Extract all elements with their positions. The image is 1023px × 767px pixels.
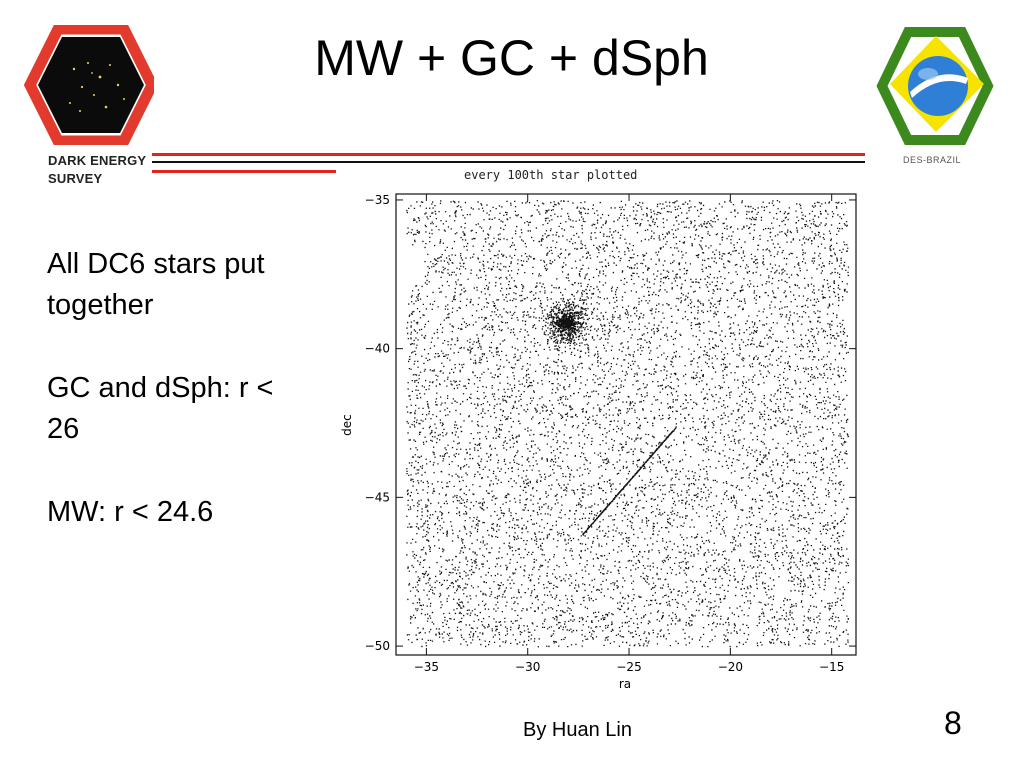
y-tick-label-1: −40 [365,342,390,356]
axis-ticks: −35 −30 −25 −20 −15 −35 −40 −45 −50 [365,193,856,674]
plot-frame [395,193,857,656]
bullet-list: All DC6 stars put together GC and dSph: … [47,244,309,575]
x-tick-label-4: −15 [819,660,844,674]
header-rule-black [152,161,865,163]
des-wordmark-line-2: SURVEY [48,171,103,186]
page-number: 8 [944,705,962,741]
x-tick-label-1: −30 [515,660,540,674]
bullet-1: All DC6 stars put together [47,248,265,321]
des-brazil-caption: DES-BRAZIL [903,155,962,165]
x-tick-label-0: −35 [414,660,439,674]
bullet-3: MW: r < 24.6 [47,496,214,528]
star-point-cloud [406,200,850,648]
header-rule-red-top [152,153,865,156]
y-tick-label-3: −50 [365,639,390,653]
star-points [406,200,850,648]
des-wordmark-line-1: DARK ENERGY [48,153,147,168]
star-scatter-plot: −35 −30 −25 −20 −15 −35 −40 −45 −50 ra dec [340,193,857,691]
x-axis-label: ra [619,677,631,691]
des-brazil-logo-icon [876,27,994,145]
bullet-2: GC and dSph: r < 26 [47,372,274,445]
slide-title: MW + GC + dSph [314,30,709,86]
chart-title: every 100th star plotted [464,168,638,182]
des-logo-icon [23,25,154,145]
footer-author: By Huan Lin [523,719,632,741]
des-wordmark: DARK ENERGY SURVEY [48,152,146,188]
x-tick-label-3: −20 [718,660,743,674]
y-axis-label: dec [340,414,354,436]
y-tick-label-2: −45 [365,490,390,504]
header-rule-red-short [152,170,336,173]
y-tick-label-0: −35 [365,193,390,207]
x-tick-label-2: −25 [616,660,641,674]
